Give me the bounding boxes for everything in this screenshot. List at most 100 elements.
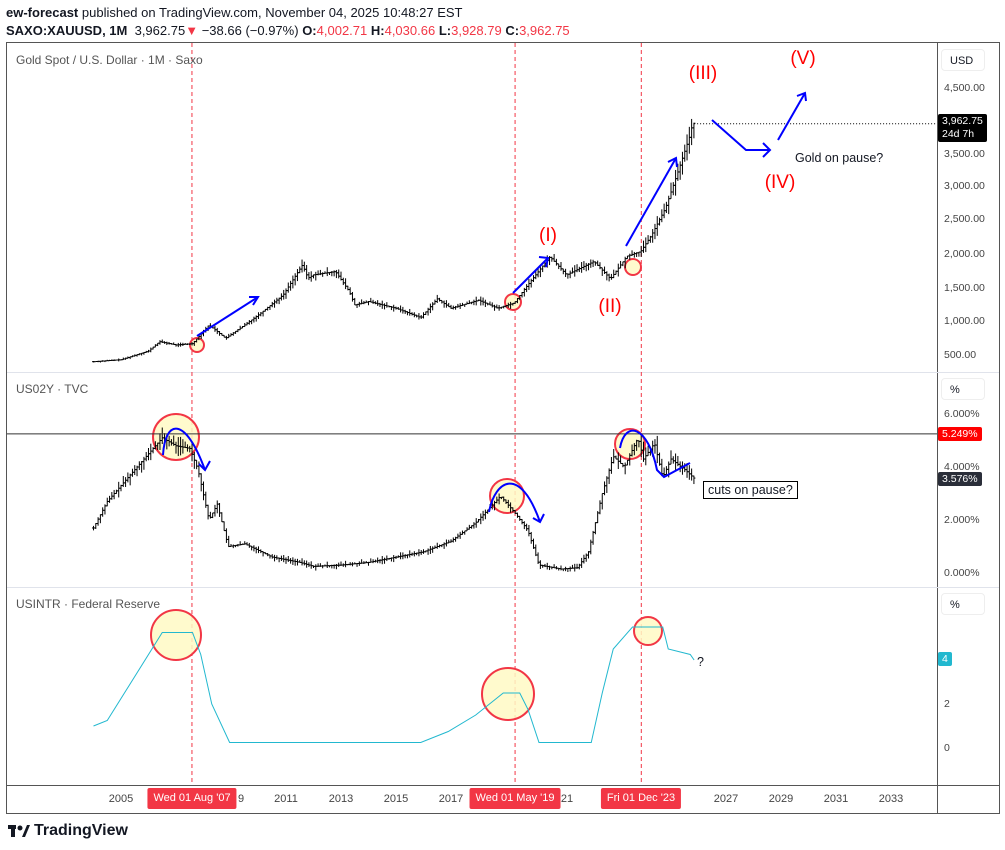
gold-bar bbox=[692, 122, 696, 139]
gold-bar bbox=[630, 250, 634, 256]
us02y-bar bbox=[149, 443, 153, 461]
gold-bar bbox=[653, 223, 657, 240]
highlight-circle bbox=[504, 293, 522, 311]
quote-line: SAXO:XAUUSD, 1M 3,962.75▼ −38.66 (−0.97%… bbox=[6, 23, 570, 38]
percent-unit-button[interactable]: % bbox=[941, 378, 985, 400]
us02y-bar bbox=[481, 510, 485, 521]
gold-bar bbox=[616, 263, 620, 277]
arrow-head-icon bbox=[538, 256, 550, 268]
us02y-bar bbox=[114, 489, 118, 494]
gold-bar bbox=[525, 284, 529, 293]
gold-bar bbox=[564, 268, 568, 277]
gold-bar bbox=[257, 312, 260, 319]
gold-bar bbox=[378, 302, 382, 307]
arrow-head-icon bbox=[249, 296, 260, 306]
gold-bar bbox=[532, 275, 535, 283]
us02y-bar bbox=[257, 546, 260, 554]
gold-bar bbox=[318, 269, 322, 276]
us02y-bar bbox=[538, 560, 542, 569]
gold-bar bbox=[289, 280, 293, 291]
gold-bar bbox=[383, 303, 387, 310]
gold-bar bbox=[273, 299, 277, 308]
gold-bar bbox=[433, 299, 437, 305]
blue-arrow bbox=[512, 257, 549, 294]
gold-bar bbox=[284, 288, 288, 299]
change: −38.66 (−0.97%) bbox=[201, 23, 299, 38]
gold-bar bbox=[405, 311, 409, 316]
us02y-bar bbox=[520, 518, 524, 525]
gold-bar bbox=[371, 299, 375, 304]
us02y-bar bbox=[603, 481, 607, 496]
blue-arrow bbox=[196, 296, 259, 337]
currency-unit-button[interactable]: USD bbox=[941, 49, 985, 71]
gold-bar bbox=[270, 301, 274, 308]
us02y-bar bbox=[687, 465, 691, 480]
last-price-value: 3,962.75 bbox=[942, 115, 983, 127]
us02y-bar bbox=[692, 475, 696, 485]
gold-bar bbox=[215, 327, 219, 335]
percent-unit-button[interactable]: % bbox=[941, 593, 985, 615]
us02y-bar bbox=[112, 489, 116, 500]
tradingview-logo-icon bbox=[8, 825, 30, 837]
gold-bar bbox=[250, 319, 254, 325]
us02y-bar bbox=[270, 554, 274, 559]
us02y-bar bbox=[408, 550, 412, 558]
wave-label-iii: (III) bbox=[688, 63, 718, 84]
usintr-last-tag: 4 bbox=[938, 652, 952, 666]
highlight-circle bbox=[633, 616, 663, 646]
us02y-bar bbox=[314, 564, 318, 571]
us02y-bar bbox=[548, 565, 552, 571]
gold-bar bbox=[664, 201, 668, 213]
low-value: 3,928.79 bbox=[451, 23, 502, 38]
bar-countdown: 24d 7h bbox=[942, 128, 975, 140]
gold-bar bbox=[399, 305, 403, 313]
gold-bar bbox=[261, 310, 265, 317]
gold-bar bbox=[644, 237, 648, 253]
us02y-bar bbox=[623, 462, 627, 475]
blue-arrow bbox=[488, 482, 541, 523]
blue-arrow bbox=[711, 119, 770, 151]
us02y-bar bbox=[101, 507, 105, 517]
gold-bar bbox=[337, 269, 341, 279]
us02y-bar bbox=[426, 548, 430, 555]
us02y-bar bbox=[140, 460, 144, 473]
us02y-bar bbox=[655, 435, 659, 464]
blue-arrow bbox=[625, 157, 677, 247]
gold-bar bbox=[275, 297, 279, 304]
tradingview-logo[interactable]: TradingView bbox=[8, 822, 128, 840]
us02y-bar bbox=[518, 515, 522, 521]
us02y-last-tag: 3.576% bbox=[938, 472, 982, 486]
gold-bar bbox=[305, 265, 309, 280]
gold-bar bbox=[472, 299, 476, 306]
gold-bar bbox=[307, 272, 311, 281]
gold-bar bbox=[158, 340, 162, 345]
gold-bar bbox=[687, 126, 691, 154]
us02y-bar bbox=[268, 554, 272, 559]
us02y-bar bbox=[458, 531, 462, 539]
yield-note: cuts on pause? bbox=[703, 481, 798, 499]
chart-frame bbox=[6, 42, 1000, 814]
gold-bar bbox=[341, 277, 345, 286]
us02y-bar bbox=[344, 560, 348, 568]
gold-bar bbox=[385, 302, 389, 308]
gold-bar bbox=[369, 297, 373, 303]
high-label: H: bbox=[370, 23, 385, 38]
price-tick: 2,500.00 bbox=[944, 213, 985, 225]
us02y-bar bbox=[580, 557, 584, 568]
gold-pane-title: Gold Spot / U.S. Dollar · 1M · Saxo bbox=[16, 53, 203, 67]
price-tick: 1,000.00 bbox=[944, 315, 985, 327]
gold-bar bbox=[431, 302, 435, 311]
gold-bar bbox=[589, 259, 593, 268]
us02y-bar bbox=[215, 500, 219, 514]
wave-label-v: (V) bbox=[790, 48, 816, 69]
us02y-bar bbox=[254, 546, 258, 554]
gold-bar bbox=[325, 267, 329, 277]
us02y-bar bbox=[279, 555, 283, 561]
author: ew-forecast bbox=[6, 5, 79, 20]
gold-bar bbox=[282, 289, 286, 300]
gold-bar bbox=[683, 144, 687, 162]
us02y-bar bbox=[515, 512, 519, 518]
gold-bar bbox=[467, 300, 471, 305]
hline-tag: 5.249% bbox=[938, 427, 982, 441]
